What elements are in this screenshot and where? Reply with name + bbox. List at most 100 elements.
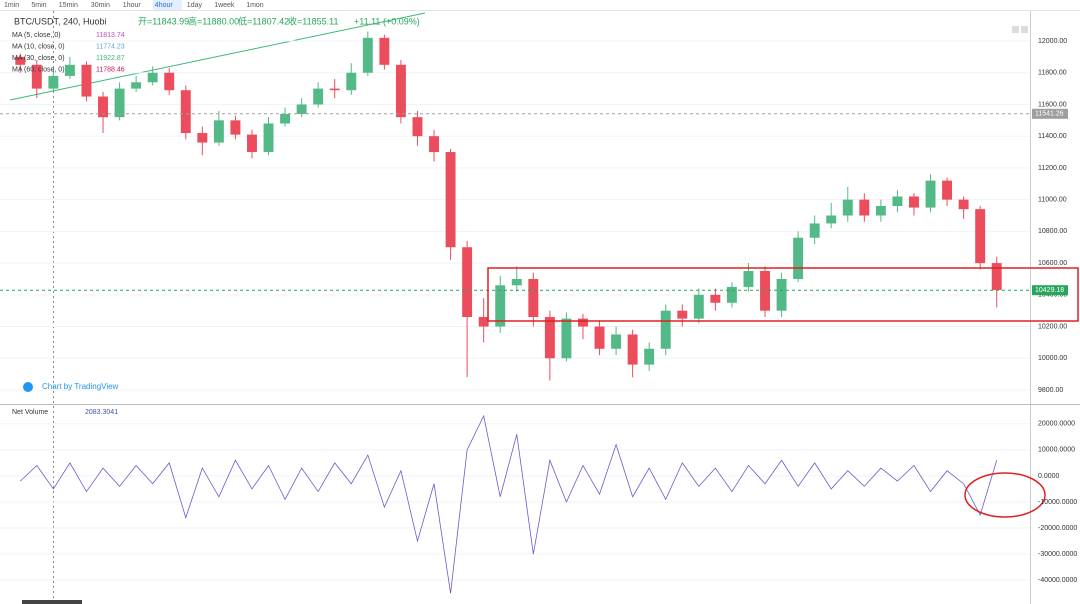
- candle-body: [296, 104, 307, 114]
- time-scrollbar: [22, 600, 82, 604]
- candle-body: [710, 294, 721, 303]
- ohlc-value: 收=11855.11: [288, 15, 338, 26]
- y-tick-label: 11400.00: [1038, 133, 1067, 140]
- indicator-value: 2083.3041: [85, 409, 118, 416]
- y-tick-label: 11600.00: [1038, 101, 1067, 108]
- candle-body: [793, 237, 804, 279]
- y-tick-label: 10200.00: [1038, 323, 1067, 330]
- ohlc-value: 开=11843.99: [138, 16, 189, 26]
- candle-body: [578, 318, 588, 327]
- pane-button[interactable]: [1021, 26, 1028, 33]
- candle-body: [991, 263, 1002, 291]
- candle-body: [478, 317, 489, 327]
- interval-button[interactable]: 1week: [214, 2, 235, 9]
- candle-body: [346, 72, 357, 91]
- candle-body: [511, 278, 522, 286]
- watermark: Chart by TradingView: [42, 382, 119, 391]
- y-tick-label: 10600.00: [1038, 260, 1067, 267]
- candle-body: [197, 133, 208, 143]
- candle-body: [627, 334, 638, 365]
- interval-button[interactable]: 5min: [31, 2, 46, 9]
- candle-body: [809, 223, 820, 238]
- candle-body: [462, 247, 473, 318]
- ohlc-value: +11.11 (+0.09%): [354, 16, 420, 26]
- candle-body: [760, 271, 770, 311]
- candle-body: [975, 209, 986, 264]
- interval-button[interactable]: 15min: [59, 2, 78, 9]
- candle-body: [280, 113, 291, 124]
- candle-body: [859, 199, 870, 216]
- candle-body: [230, 120, 241, 135]
- candle-body: [726, 286, 737, 303]
- candle-body: [776, 278, 787, 311]
- candle-body: [660, 310, 671, 349]
- highlight-ellipse: [964, 472, 1046, 518]
- candle-body: [429, 136, 439, 153]
- candle-body: [395, 64, 406, 118]
- candle-body: [594, 326, 605, 349]
- indicator-name: MA (10, close, 0): [12, 43, 65, 50]
- trend-line: [9, 12, 426, 101]
- candle-body: [362, 37, 373, 73]
- indicator-value: 11774.23: [96, 43, 125, 50]
- indicator-value: 11813.74: [96, 32, 125, 39]
- indicator-value: 11788.46: [96, 66, 125, 73]
- candle-body: [677, 310, 688, 319]
- candle-body: [164, 72, 175, 91]
- candle-body: [892, 196, 903, 206]
- y-tick-label: 10000.0000: [1038, 447, 1075, 454]
- indicator-name: MA (60, close, 0): [12, 66, 65, 73]
- pane-button[interactable]: [1012, 26, 1019, 33]
- candle-body: [131, 82, 142, 89]
- candle-body: [958, 199, 969, 210]
- y-tick-label: 12000.00: [1038, 38, 1067, 45]
- y-tick-label: 0.0000: [1038, 473, 1060, 480]
- candle-body: [313, 88, 324, 105]
- candle-body: [942, 180, 953, 200]
- candle-body: [247, 134, 257, 153]
- y-tick-label: 10000.00: [1038, 355, 1067, 362]
- interval-button[interactable]: 1min: [4, 2, 19, 9]
- candle-body: [379, 37, 390, 65]
- candle-body: [180, 90, 191, 134]
- symbol-title: BTC/USDT, 240, Huobi: [14, 16, 107, 26]
- candle-body: [81, 64, 92, 97]
- candle-body: [147, 72, 158, 83]
- y-tick-label: -20000.0000: [1038, 525, 1077, 532]
- y-tick-label: -40000.0000: [1038, 577, 1077, 584]
- tv-logo: [23, 382, 33, 392]
- candle-body: [644, 348, 655, 365]
- candle-body: [826, 215, 837, 224]
- candle-body: [98, 96, 108, 118]
- interval-button[interactable]: 1day: [187, 2, 203, 9]
- candle-body: [31, 64, 42, 89]
- interval-button[interactable]: 1hour: [123, 2, 142, 9]
- candle-body: [909, 196, 919, 208]
- candle-body: [561, 318, 572, 359]
- candle-body: [743, 271, 754, 287]
- candle-body: [875, 205, 886, 216]
- interval-button[interactable]: 1mon: [246, 2, 264, 9]
- price-label: 10429.18: [1035, 287, 1064, 294]
- candle-body: [544, 317, 555, 359]
- y-tick-label: 9800.00: [1038, 387, 1063, 394]
- price-label-bg: [1032, 108, 1068, 119]
- price-label: 11541.26: [1035, 111, 1064, 118]
- y-tick-label: 11800.00: [1038, 70, 1067, 77]
- price-label-bg: [1032, 285, 1068, 296]
- interval-button[interactable]: 4hour: [155, 2, 174, 9]
- candle-body: [114, 88, 125, 118]
- ohlc-value: 低=11807.42: [238, 15, 289, 26]
- candle-body: [528, 278, 539, 318]
- candle-body: [329, 88, 340, 91]
- candle-body: [842, 199, 853, 216]
- indicator-name: Net Volume: [12, 409, 48, 416]
- candle-body: [925, 180, 936, 208]
- candle-body: [15, 56, 26, 65]
- interval-button[interactable]: 30min: [91, 2, 110, 9]
- candle-body: [412, 117, 423, 137]
- y-tick-label: 11200.00: [1038, 165, 1067, 172]
- candle-body: [213, 120, 224, 143]
